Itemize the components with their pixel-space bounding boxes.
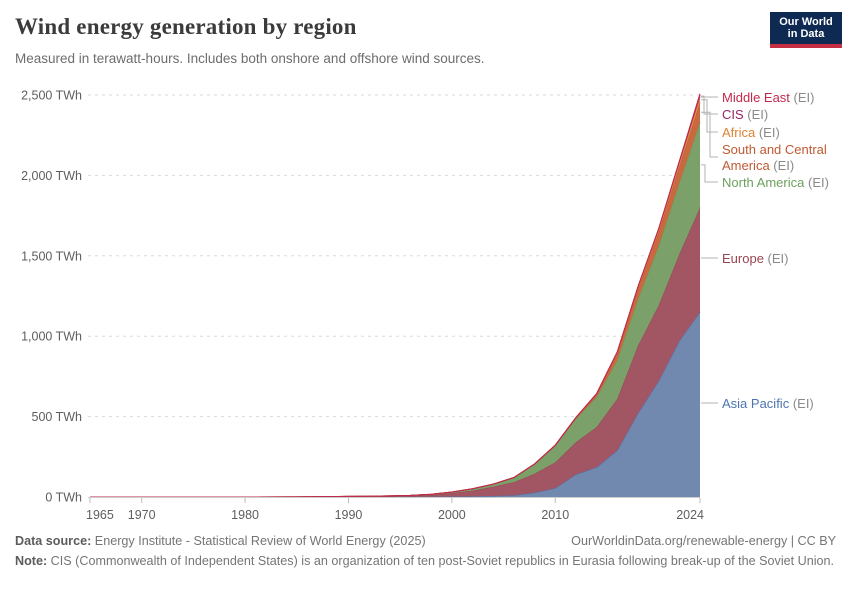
footer-note-label: Note: bbox=[15, 553, 48, 568]
x-axis-label: 1980 bbox=[231, 508, 259, 522]
legend-connector bbox=[701, 111, 718, 158]
area-europe[interactable] bbox=[90, 207, 700, 497]
legend-suffix: (EI) bbox=[755, 125, 780, 140]
stacked-area-chart[interactable]: 0 TWh 500 TWh 1,000 TWh 1,500 TWh 2,000 TWh 2… bbox=[0, 0, 850, 535]
owid-logo[interactable]: Our World in Data bbox=[770, 12, 842, 48]
legend-item-north_america[interactable]: North America (EI) bbox=[722, 175, 848, 191]
area-asia_pacific[interactable] bbox=[90, 312, 700, 497]
legend-label: Middle East bbox=[722, 90, 790, 105]
legend-item-middle_east[interactable]: Middle East (EI) bbox=[722, 90, 848, 106]
y-axis-label: 500 TWh bbox=[32, 410, 83, 424]
legend-connector bbox=[701, 99, 718, 133]
legend-label: Africa bbox=[722, 125, 756, 140]
footer-source-text: Energy Institute - Statistical Review of… bbox=[91, 534, 426, 548]
y-axis-label: 2,500 TWh bbox=[21, 89, 82, 103]
footer: Data source: Energy Institute - Statisti… bbox=[15, 534, 836, 569]
y-axis-label: 0 TWh bbox=[45, 491, 82, 505]
legend-item-asia_pacific[interactable]: Asia Pacific (EI) bbox=[722, 396, 848, 412]
area-outline-middle_east bbox=[90, 93, 701, 498]
y-axis-label: 1,000 TWh bbox=[21, 330, 82, 344]
legend-suffix: (EI) bbox=[769, 157, 795, 173]
x-axis-label: 1965 bbox=[86, 508, 114, 522]
legend-label: CIS bbox=[722, 107, 744, 122]
legend-label: South and Central America bbox=[722, 142, 827, 173]
chart-subtitle: Measured in terawatt-hours. Includes bot… bbox=[15, 51, 485, 66]
x-axis-label: 2000 bbox=[438, 508, 466, 522]
legend-item-africa[interactable]: Africa (EI) bbox=[722, 125, 848, 141]
footer-source: Data source: Energy Institute - Statisti… bbox=[15, 534, 426, 550]
owid-logo-line1: Our World bbox=[779, 15, 833, 28]
legend-item-europe[interactable]: Europe (EI) bbox=[722, 251, 848, 267]
footer-link[interactable]: OurWorldinData.org/renewable-energy | CC… bbox=[571, 534, 836, 548]
legend-label: Asia Pacific bbox=[722, 396, 790, 411]
footer-note-text: CIS (Commonwealth of Independent States)… bbox=[47, 553, 835, 568]
owid-logo-line2: in Data bbox=[787, 28, 825, 40]
x-axis-label: 2024 bbox=[676, 508, 704, 522]
legend-label: Europe bbox=[722, 251, 764, 266]
legend-suffix: (EI) bbox=[804, 175, 829, 190]
legend-label: North America bbox=[722, 175, 805, 190]
footer-source-label: Data source: bbox=[15, 534, 92, 548]
x-axis-label: 1970 bbox=[128, 508, 156, 522]
legend-connector bbox=[701, 95, 718, 115]
x-axis-label: 2010 bbox=[541, 508, 569, 522]
legend-suffix: (EI) bbox=[743, 107, 769, 122]
legend-item-south_central_america[interactable]: South and Central America (EI) bbox=[722, 142, 848, 173]
legend-suffix: (EI) bbox=[789, 90, 815, 105]
chart-title: Wind energy generation by region bbox=[15, 14, 357, 39]
y-axis-label: 2,000 TWh bbox=[21, 169, 82, 183]
y-axis-label: 1,500 TWh bbox=[21, 249, 82, 263]
legend-suffix: (EI) bbox=[763, 251, 789, 266]
legend-suffix: (EI) bbox=[789, 396, 814, 411]
legend-connector bbox=[701, 164, 718, 183]
legend-item-cis[interactable]: CIS (EI) bbox=[722, 107, 848, 123]
x-axis-label: 1990 bbox=[335, 508, 363, 522]
footer-note: Note: CIS (Commonwealth of Independent S… bbox=[15, 554, 836, 570]
